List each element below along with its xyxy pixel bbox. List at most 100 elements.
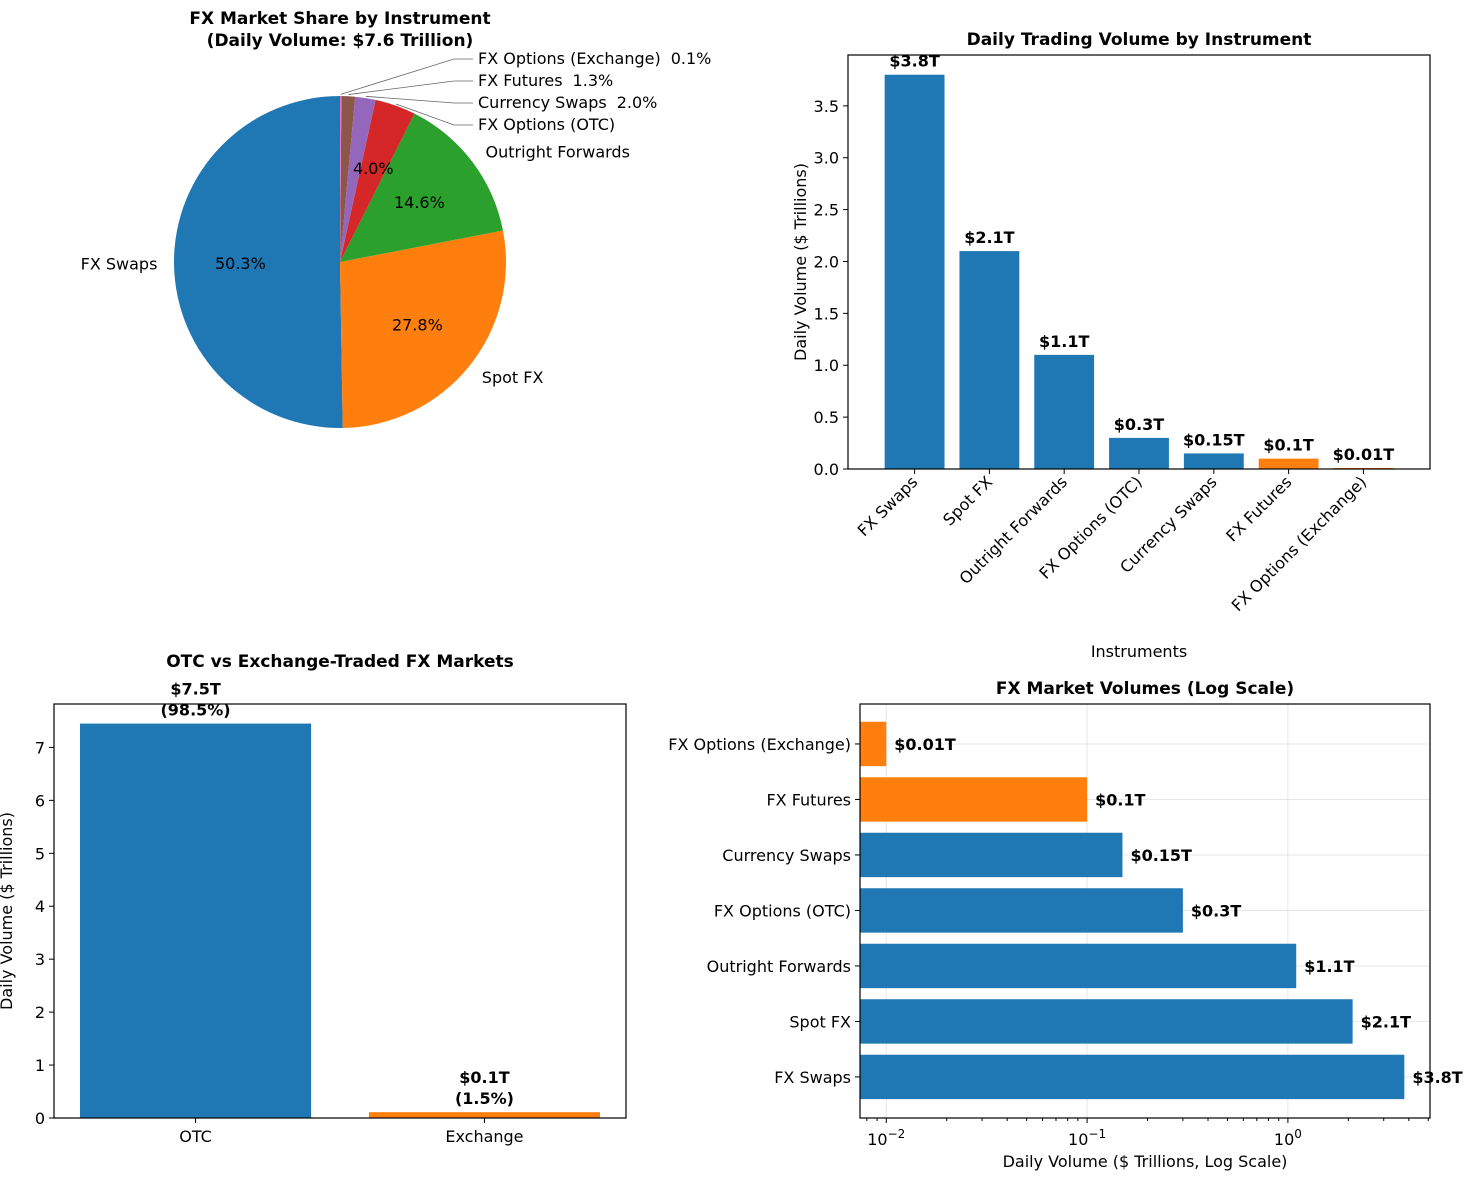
pie-pct-label: 1.3% xyxy=(573,71,614,90)
pie-slice xyxy=(340,96,376,262)
y-tick-label: 4 xyxy=(35,897,45,916)
bar-value-label: $3.8T xyxy=(1412,1068,1462,1087)
x-tick-label: 10−2 xyxy=(867,1127,905,1149)
log-scale-hbar-chart: $3.8T $2.1T $1.1T $0.3T $0.15T $0.1T $0.01T FX … xyxy=(668,679,1463,1171)
x-axis-label: Instruments xyxy=(1091,642,1187,661)
bar-value-label: $0.1T xyxy=(1095,790,1145,809)
bar-value-label: $2.1T xyxy=(964,228,1014,247)
bar-value-label: $0.01T xyxy=(1333,445,1395,464)
tick-exponent: −2 xyxy=(888,1127,906,1141)
axes-frame xyxy=(53,703,627,1119)
pie-slice-label: FX Options (Exchange) xyxy=(478,49,661,68)
bar xyxy=(860,1054,1405,1100)
bar xyxy=(368,1112,600,1118)
chart-title: OTC vs Exchange-Traded FX Markets xyxy=(166,652,514,672)
y-tick-label: 1.0 xyxy=(814,356,839,375)
y-tick-label: Spot FX xyxy=(789,1012,851,1031)
y-tick-label: 2.0 xyxy=(814,252,839,271)
bar-value-label: $0.3T xyxy=(1191,901,1241,920)
bar xyxy=(1258,458,1319,469)
y-tick-label: 3.0 xyxy=(814,149,839,168)
x-tick-label: 10−1 xyxy=(1068,1127,1106,1149)
pie-pct-label: 27.8% xyxy=(392,316,443,335)
bar xyxy=(884,74,945,469)
bar xyxy=(1183,453,1244,469)
x-tick-label: OTC xyxy=(179,1127,212,1146)
bar-value-label: (1.5%) xyxy=(455,1089,514,1108)
pie-slice xyxy=(173,96,343,429)
bar-value-label: $0.1T xyxy=(459,1068,509,1087)
y-tick-label: 0 xyxy=(35,1109,45,1128)
y-tick-label: 7 xyxy=(35,738,45,757)
tick-exponent: 0 xyxy=(1294,1127,1302,1141)
bar xyxy=(959,251,1020,469)
pie-title: (Daily Volume: $7.6 Trillion) xyxy=(207,31,474,51)
chart-title: Daily Trading Volume by Instrument xyxy=(967,30,1312,50)
pie-leader-line xyxy=(348,80,473,95)
pie-slice xyxy=(340,96,356,262)
bar-value-label: $1.1T xyxy=(1039,332,1089,351)
pie-pct-label: 0.1% xyxy=(671,49,712,68)
pie-pct-label: 50.3% xyxy=(215,254,266,273)
bar xyxy=(860,943,1297,989)
pie-slice xyxy=(340,96,342,262)
y-tick-label: Outright Forwards xyxy=(707,957,851,976)
y-tick-label: FX Futures xyxy=(766,790,851,809)
pie-slice-label: FX Options (OTC) xyxy=(478,115,615,134)
y-tick-label: 0.0 xyxy=(814,460,839,479)
bar-value-label: $2.1T xyxy=(1361,1012,1411,1031)
pie-leader-line xyxy=(395,103,473,126)
pie-pct-label: 2.0% xyxy=(617,93,658,112)
pie-leader-line xyxy=(365,95,473,104)
bar-value-label: $1.1T xyxy=(1304,957,1354,976)
pie-leader-line xyxy=(340,58,473,95)
y-tick-label: 3.5 xyxy=(814,97,839,116)
y-tick-label: 3 xyxy=(35,950,45,969)
y-tick-label: 1.5 xyxy=(814,304,839,323)
y-axis-label: Daily Volume ($ Trillions) xyxy=(791,163,810,361)
bar-value-label: $0.01T xyxy=(894,735,956,754)
y-tick-label: FX Options (Exchange) xyxy=(668,735,851,754)
bar-value-label: (98.5%) xyxy=(160,701,230,720)
bar-value-label: $0.3T xyxy=(1114,415,1164,434)
bar-value-label: $7.5T xyxy=(170,680,220,699)
bar-value-label: $0.15T xyxy=(1130,846,1192,865)
tick-base: 10 xyxy=(1068,1130,1088,1149)
pie-title: FX Market Share by Instrument xyxy=(189,9,490,29)
bar xyxy=(860,999,1353,1044)
bar xyxy=(1034,354,1095,469)
axes-frame xyxy=(859,703,1431,1119)
pie-slice-label: FX Futures xyxy=(478,71,563,90)
x-tick-label: 100 xyxy=(1274,1127,1302,1149)
tick-exponent: −1 xyxy=(1088,1127,1106,1141)
pie-slice xyxy=(340,113,503,262)
bar xyxy=(860,832,1123,878)
y-tick-label: 2.5 xyxy=(814,201,839,220)
bar-value-label: $0.15T xyxy=(1183,430,1245,449)
pie-chart: FX Market Share by Instrument(Daily Volu… xyxy=(81,9,712,429)
y-tick-label: 1 xyxy=(35,1056,45,1075)
pie-slice xyxy=(340,99,415,262)
bar xyxy=(860,888,1183,933)
otc-exchange-bar-chart: 0 1 2 3 4 5 6 7 OTC Exchange $7.5T (98.5%) $0.1T (1.5… xyxy=(0,652,627,1146)
y-tick-label: FX Swaps xyxy=(774,1068,851,1087)
y-tick-label: 6 xyxy=(35,791,45,810)
pie-slice xyxy=(340,230,506,428)
bar xyxy=(80,723,312,1118)
pie-pct-label: 14.6% xyxy=(394,193,445,212)
y-tick-label: Currency Swaps xyxy=(722,846,851,865)
pie-slice-label: Spot FX xyxy=(482,368,544,387)
pie-slice-label: FX Swaps xyxy=(81,255,158,274)
tick-base: 10 xyxy=(1274,1130,1294,1149)
y-tick-label: 0.5 xyxy=(814,408,839,427)
y-tick-label: FX Options (OTC) xyxy=(714,901,851,920)
y-axis-label: Daily Volume ($ Trillions) xyxy=(0,812,16,1010)
y-tick-label: 5 xyxy=(35,844,45,863)
y-tick-label: 2 xyxy=(35,1003,45,1022)
bar xyxy=(860,777,1088,822)
x-tick-label: Exchange xyxy=(445,1127,523,1146)
tick-base: 10 xyxy=(867,1130,887,1149)
pie-slice-label: Outright Forwards xyxy=(486,143,630,162)
bar xyxy=(1109,437,1169,469)
